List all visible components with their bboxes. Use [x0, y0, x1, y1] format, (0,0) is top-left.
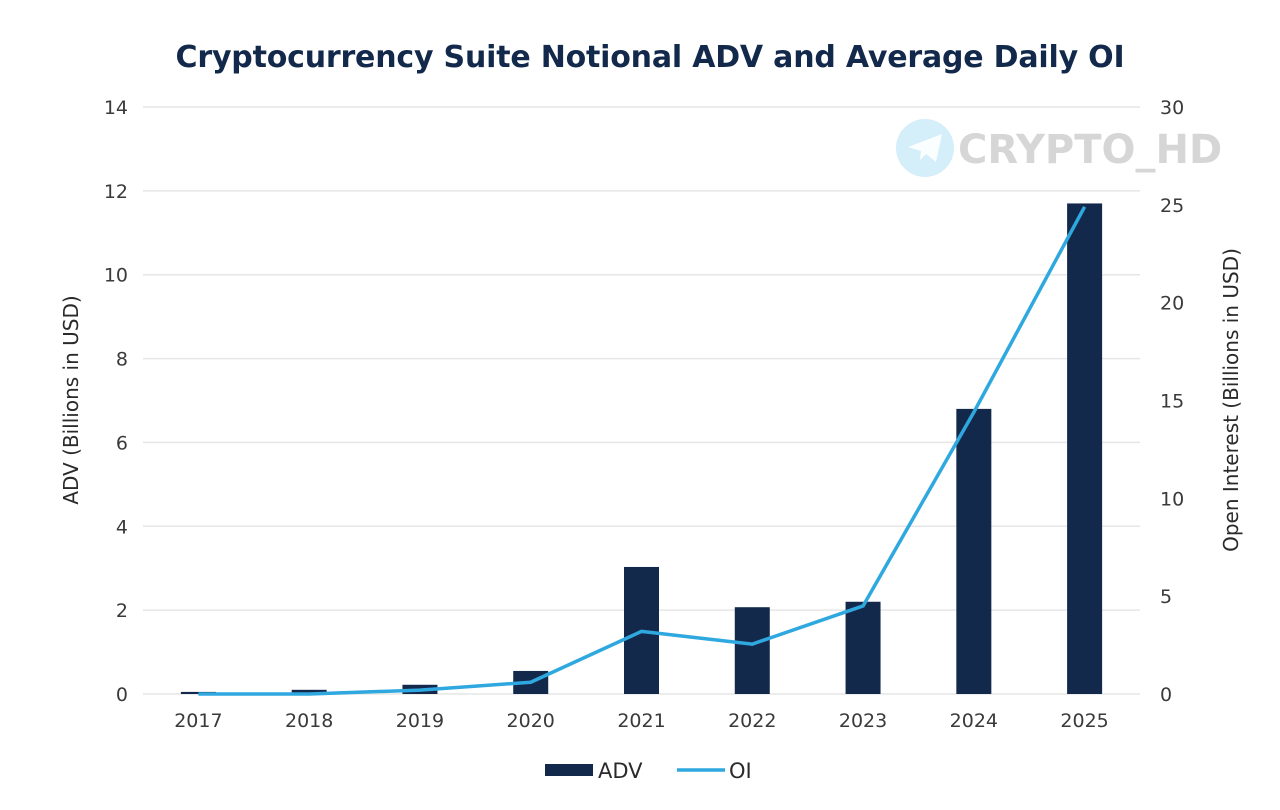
left-tick-label: 14 [104, 97, 128, 119]
right-tick-label: 5 [1160, 586, 1172, 608]
x-axis-ticks: 2017 2018 2019 2020 2021 2022 2023 2024 2025 [174, 710, 1109, 732]
telegram-plane-glyph [908, 134, 942, 162]
legend-label-adv: ADV [598, 759, 643, 783]
x-tick-label: 2024 [950, 710, 998, 732]
right-tick-label: 25 [1160, 195, 1184, 217]
chart-title: Cryptocurrency Suite Notional ADV and Av… [175, 40, 1125, 75]
x-tick-label: 2021 [617, 710, 665, 732]
x-tick-label: 2019 [396, 710, 444, 732]
watermark: CRYPTO_HD [896, 119, 1222, 177]
legend-label-oi: OI [729, 759, 752, 783]
watermark-text: CRYPTO_HD [958, 127, 1222, 173]
right-axis-label: Open Interest (Billions in USD) [1219, 248, 1243, 552]
x-tick-label: 2017 [174, 710, 222, 732]
left-tick-label: 6 [116, 432, 128, 454]
bar-adv-2018 [291, 689, 327, 694]
x-tick-label: 2022 [728, 710, 776, 732]
left-tick-label: 2 [116, 600, 128, 622]
bar-adv-2023 [845, 601, 881, 694]
right-tick-label: 20 [1160, 293, 1184, 315]
oi-line-group [198, 205, 1087, 696]
left-tick-label: 8 [116, 349, 128, 371]
left-tick-label: 10 [104, 265, 128, 287]
bar-adv-2025 [1067, 203, 1103, 694]
right-tick-label: 10 [1160, 488, 1184, 510]
left-tick-label: 12 [104, 181, 128, 203]
x-tick-label: 2023 [839, 710, 887, 732]
bar-adv-2024 [956, 408, 992, 694]
legend: ADV OI [545, 759, 752, 783]
right-tick-label: 30 [1160, 97, 1184, 119]
legend-swatch-adv [545, 764, 593, 776]
x-tick-label: 2018 [285, 710, 333, 732]
left-axis-ticks: 0 2 4 6 8 10 12 14 [104, 97, 128, 706]
right-tick-label: 15 [1160, 391, 1184, 413]
left-tick-label: 4 [116, 516, 128, 538]
right-axis-ticks: 0 5 10 15 20 25 30 [1160, 97, 1184, 706]
left-axis-label: ADV (Billions in USD) [59, 295, 83, 504]
adv-bars [180, 203, 1103, 694]
left-tick-label: 0 [116, 684, 128, 706]
x-tick-label: 2020 [507, 710, 555, 732]
right-tick-label: 0 [1160, 684, 1172, 706]
x-tick-label: 2025 [1060, 710, 1108, 732]
bar-adv-2022 [734, 607, 770, 694]
